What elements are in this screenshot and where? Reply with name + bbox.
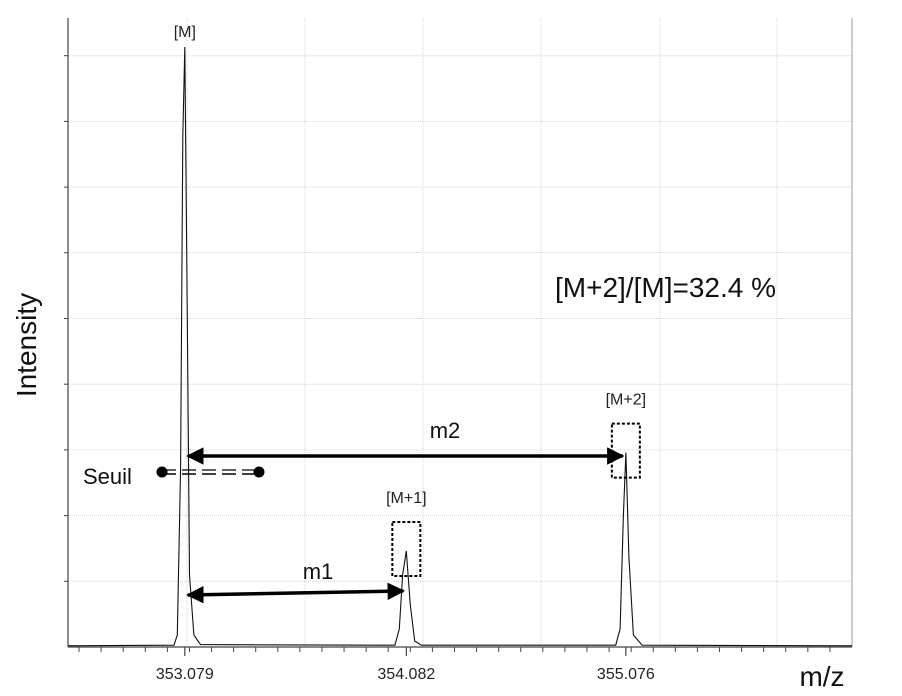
y-axis-label: Intensity xyxy=(11,293,42,397)
y-ticks xyxy=(64,55,68,582)
plot-background xyxy=(68,18,852,647)
m2-label: m2 xyxy=(430,418,461,443)
x-tick-label: 353.079 xyxy=(156,666,214,683)
m1-label: m1 xyxy=(303,559,334,584)
x-tick-label: 355.076 xyxy=(597,666,655,683)
x-ticks: 353.079 354.082 355.076 xyxy=(78,647,831,683)
peak-label: [M+1] xyxy=(386,490,426,507)
annotations: [M] [M+1] [M+2] xyxy=(156,24,646,604)
x-axis-label: m/z xyxy=(799,661,844,692)
x-tick-label: 354.082 xyxy=(377,666,435,683)
ratio-annotation: [M+2]/[M]=32.4 % xyxy=(555,272,776,303)
threshold-label: Seuil xyxy=(83,464,132,489)
grid-lines xyxy=(68,18,852,647)
m1-arrow xyxy=(186,582,406,604)
peak-highlight-box xyxy=(391,521,422,577)
peak-label-M: [M] xyxy=(174,24,196,41)
threshold-dot-right xyxy=(253,466,265,478)
spectrum-series xyxy=(67,46,853,647)
spectrum-line xyxy=(67,46,853,647)
axes xyxy=(67,18,853,648)
threshold-dot-left xyxy=(156,466,168,478)
peak-label: [M+2] xyxy=(606,392,646,409)
